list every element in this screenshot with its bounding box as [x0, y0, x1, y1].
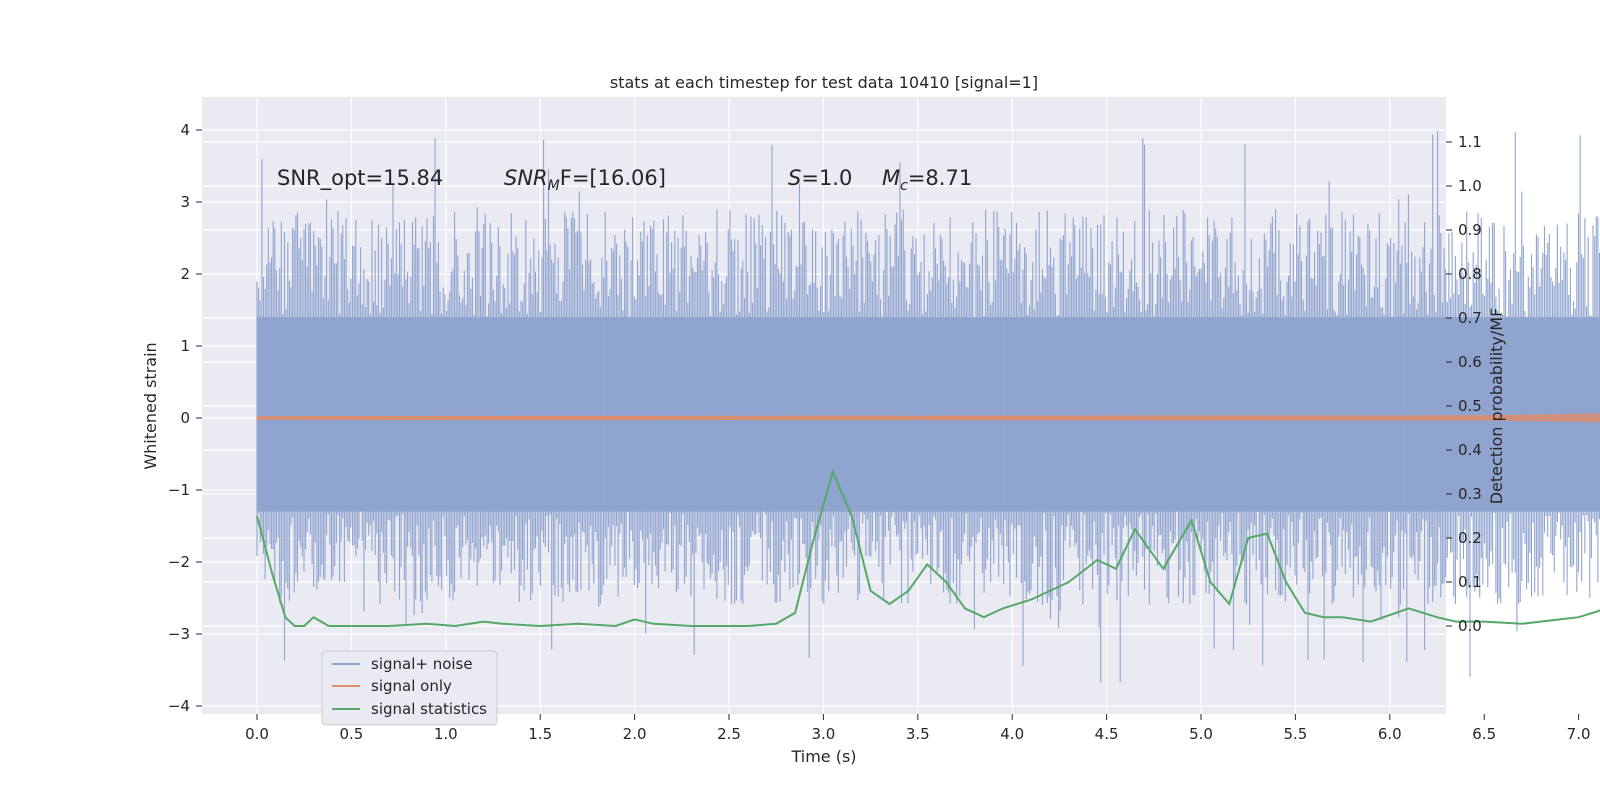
- y-tick-label: −4: [168, 697, 190, 715]
- x-tick-label: 4.5: [1095, 725, 1119, 743]
- x-tick-label: 6.0: [1378, 725, 1402, 743]
- y2-tick-label: 0.9: [1458, 221, 1482, 239]
- y-axis-label: Whitened strain: [141, 342, 160, 469]
- annotation-snr-opt: SNR_opt=15.84: [277, 166, 443, 191]
- legend-box: [321, 650, 498, 726]
- series-signal-noise: [256, 130, 1600, 683]
- statistics-line: [256, 469, 1600, 628]
- y2-tick-label: 0.1: [1458, 573, 1482, 591]
- y2-tick-label: 0.8: [1458, 265, 1482, 283]
- y-tick-label: −3: [168, 625, 190, 643]
- x-tick-label: 5.5: [1283, 725, 1307, 743]
- series-signal-only: [256, 413, 1600, 423]
- x-tick-label: 2.0: [623, 725, 647, 743]
- x-tick-label: 3.5: [906, 725, 930, 743]
- y-tick-label: −1: [168, 481, 190, 499]
- legend-label-signal-only: signal only: [371, 677, 452, 695]
- y2-axis-label: Detection probability/MF: [1487, 308, 1506, 505]
- x-tick-label: 2.5: [717, 725, 741, 743]
- y-tick-label: 2: [180, 265, 190, 283]
- x-axis-label: Time (s): [790, 747, 856, 766]
- tick-labels: 0.0 0.5 1.0 1.5 2.0 2.5 3.0 3.5 4.0 4.5 5.0 5.5 6.0 6…: [168, 121, 1591, 743]
- y2-tick-label: 0.6: [1458, 353, 1482, 371]
- x-tick-label: 1.0: [434, 725, 458, 743]
- x-tick-label: 4.0: [1000, 725, 1024, 743]
- y-tick-label: 3: [180, 193, 190, 211]
- legend-label-signal-statistics: signal statistics: [371, 700, 487, 718]
- y2-tick-label: 0.4: [1458, 441, 1482, 459]
- y-tick-label: 4: [180, 121, 190, 139]
- y2-tick-label: 1.0: [1458, 177, 1482, 195]
- x-tick-label: 6.5: [1472, 725, 1496, 743]
- y2-tick-label: 0.2: [1458, 529, 1482, 547]
- x-tick-label: 0.0: [245, 725, 269, 743]
- y2-tick-label: 0.3: [1458, 485, 1482, 503]
- annotation-s: S=1.0: [788, 166, 852, 190]
- y2-tick-label: 1.1: [1458, 133, 1482, 151]
- legend-label-signal-noise: signal+ noise: [371, 655, 473, 673]
- x-tick-label: 7.0: [1567, 725, 1591, 743]
- y-tick-label: 0: [180, 409, 190, 427]
- x-tick-label: 3.0: [811, 725, 835, 743]
- annotation-mc: Mc=8.71: [882, 166, 972, 194]
- x-tick-label: 1.5: [528, 725, 552, 743]
- y-tick-label: 1: [180, 337, 190, 355]
- y2-tick-label: 0.0: [1458, 617, 1482, 635]
- x-tick-label: 0.5: [339, 725, 363, 743]
- annotation-snr-mf: SNRMF=[16.06]: [504, 166, 666, 194]
- y-tick-label: −2: [168, 553, 190, 571]
- series-signal-statistics: [256, 469, 1600, 628]
- y2-tick-label: 0.5: [1458, 397, 1482, 415]
- chart-title: stats at each timestep for test data 104…: [610, 73, 1038, 92]
- y2-tick-label: 0.7: [1458, 309, 1482, 327]
- x-tick-label: 5.0: [1189, 725, 1213, 743]
- annotations: SNR_opt=15.84 SNRMF=[16.06] S=1.0 Mc=8.7…: [277, 166, 972, 194]
- legend: signal+ noise signal only signal statist…: [321, 650, 498, 726]
